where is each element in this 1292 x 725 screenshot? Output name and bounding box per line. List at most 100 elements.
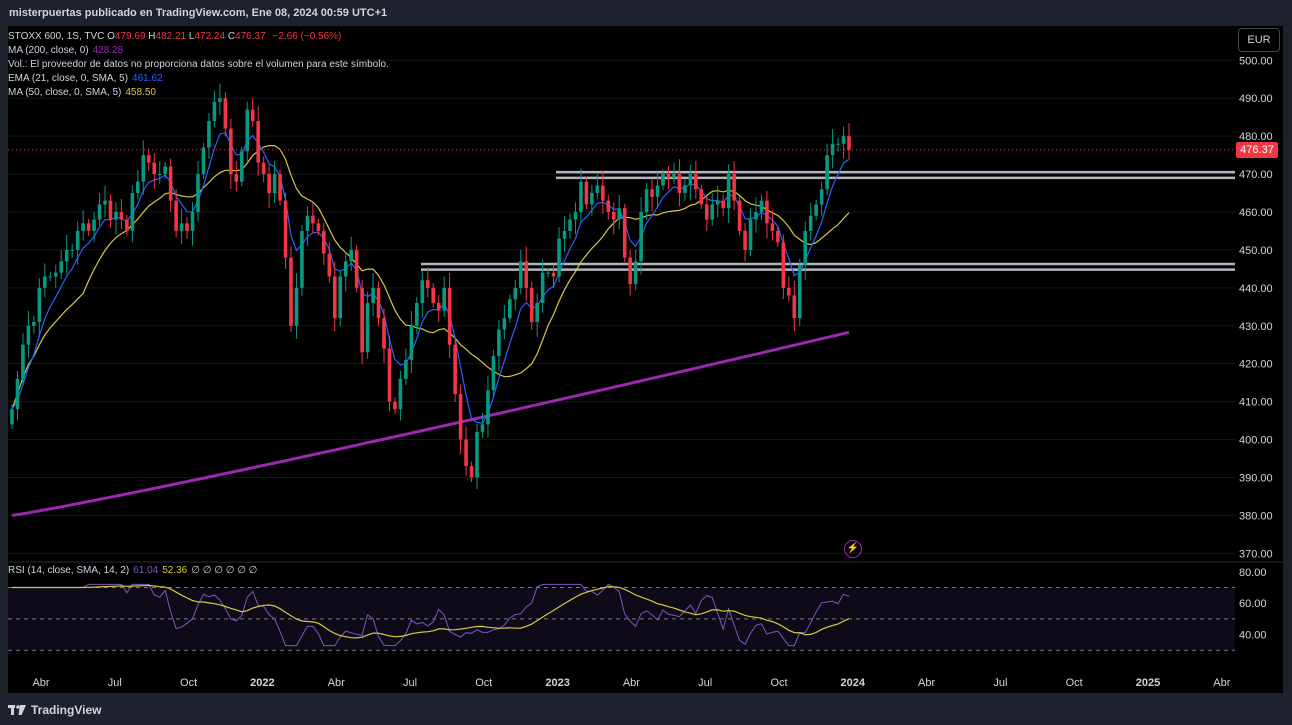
- candle-body: [32, 321, 36, 326]
- horizontal-levels: [421, 170, 1235, 271]
- footer-branding[interactable]: TradingView: [8, 700, 101, 720]
- candle-body: [431, 287, 436, 304]
- price-axis: 500.00 490.00 480.00 470.00 460.00 450.00 440.…: [1239, 55, 1273, 560]
- candle-body: [15, 378, 20, 410]
- candle-body: [223, 98, 228, 129]
- candle-body: [579, 181, 583, 212]
- ema21-path: [11, 131, 850, 424]
- chart-canvas[interactable]: 80.00 60.00 40.00 500.00 490.00 480.00 470.00…: [8, 26, 1283, 693]
- candle-body: [97, 204, 102, 220]
- price-tick-label: 500.00: [1239, 55, 1273, 67]
- candle-body: [508, 299, 512, 319]
- ma200-line: [11, 330, 850, 517]
- time-tick-label: Jul: [993, 677, 1007, 689]
- tradingview-logo-icon: [8, 705, 26, 715]
- legend-symbol[interactable]: STOXX 600, 1S, TVC O479.69 H482.21 L472.…: [8, 30, 341, 44]
- candle-body: [743, 230, 747, 250]
- candle-body: [190, 211, 195, 231]
- candle-body: [486, 390, 490, 425]
- candle-body: [179, 223, 184, 231]
- candle-body: [644, 189, 649, 212]
- candle-body: [146, 155, 151, 163]
- candle-body: [119, 211, 124, 220]
- time-tick-label: Oct: [1066, 677, 1083, 689]
- legend-ma200[interactable]: MA (200, close, 0) 428.28: [8, 44, 123, 58]
- price-tick-label: 490.00: [1239, 93, 1273, 105]
- candle-body: [540, 272, 545, 304]
- legend-rsi-value: 61.04: [133, 565, 159, 576]
- candle-body: [737, 200, 742, 231]
- candle-body: [141, 155, 146, 182]
- legend-ma50[interactable]: MA (50, close, 0, SMA, 5) 458.50: [8, 86, 156, 100]
- candle-body: [513, 287, 518, 300]
- candle-body: [53, 272, 58, 277]
- time-tick-label: Abr: [918, 677, 935, 689]
- candle-body: [661, 174, 665, 186]
- candle-body: [245, 109, 250, 152]
- legend-volume[interactable]: Vol.: El proveedor de datos no proporcio…: [8, 58, 389, 72]
- legend-rsi-extras: ∅ ∅ ∅ ∅ ∅ ∅: [191, 565, 258, 576]
- candle-body: [655, 185, 660, 197]
- candle-body: [125, 219, 129, 231]
- candle-body: [732, 174, 736, 201]
- candle-body: [836, 143, 840, 145]
- legend-l-label: L: [188, 31, 195, 42]
- currency-button[interactable]: EUR: [1238, 28, 1280, 52]
- candle-body: [622, 208, 627, 258]
- legend-volume-label: Vol.: El proveedor de datos no proporcio…: [8, 59, 389, 70]
- candle-body: [765, 200, 769, 224]
- time-tick-label: Abr: [623, 677, 640, 689]
- candle-body: [557, 238, 561, 277]
- legend-ema21[interactable]: EMA (21, close, 0, SMA, 5) 461.62: [8, 72, 163, 86]
- candle-body: [776, 230, 780, 243]
- candle-body: [360, 287, 364, 353]
- candle-body: [420, 280, 425, 304]
- candle-body: [212, 102, 217, 121]
- candle-body: [382, 318, 386, 349]
- rsi-pane: 80.00 60.00 40.00: [8, 561, 1283, 651]
- candle-body: [573, 211, 578, 220]
- publisher-bar: misterpuertas publicado en TradingView.c…: [0, 0, 1292, 26]
- time-tick-label: Oct: [475, 677, 492, 689]
- candle-body: [393, 401, 397, 410]
- candle-body: [568, 219, 572, 231]
- time-axis: Abr Jul Oct 2022 Abr Jul Oct 2023 Abr Jul Oct 2024 A…: [32, 677, 1230, 689]
- legend-c-label: C: [227, 31, 236, 42]
- legend-ma50-value: 458.50: [125, 87, 156, 98]
- candle-body: [283, 200, 288, 258]
- price-tick-label: 410.00: [1239, 397, 1273, 409]
- ema21-line: [11, 131, 850, 424]
- candle-body: [518, 261, 523, 288]
- price-tick-label: 440.00: [1239, 283, 1273, 295]
- rsi-band: [8, 587, 1235, 651]
- legend-ma50-label: MA (50, close, 0, SMA, 5): [8, 87, 122, 98]
- legend-rsi[interactable]: RSI (14, close, SMA, 14, 2) 61.04 52.36 ∅ ∅…: [8, 564, 257, 578]
- price-tick-label: 460.00: [1239, 207, 1273, 219]
- candle-body: [546, 272, 550, 274]
- candle-body: [770, 223, 775, 231]
- candle-body: [677, 174, 682, 194]
- candle-body: [808, 215, 813, 231]
- candle-body: [409, 325, 414, 360]
- bolt-icon[interactable]: ⚡: [844, 540, 862, 558]
- candle-body: [436, 303, 441, 311]
- publisher-text: misterpuertas publicado en TradingView.c…: [9, 7, 388, 19]
- time-tick-label: 2023: [545, 677, 569, 689]
- candle-body: [529, 287, 534, 322]
- candle-body: [196, 174, 200, 212]
- price-tick-label: 470.00: [1239, 169, 1273, 181]
- price-tick-label: 420.00: [1239, 359, 1273, 371]
- candle-body: [81, 223, 85, 231]
- candle-body: [683, 185, 687, 194]
- candle-body: [819, 189, 824, 205]
- candle-body: [294, 287, 299, 326]
- candle-body: [562, 230, 567, 239]
- candle-body: [316, 223, 321, 231]
- candle-body: [814, 204, 818, 216]
- legend-open: 479.69: [114, 31, 146, 42]
- candle-body: [185, 223, 189, 231]
- chart-panel[interactable]: 80.00 60.00 40.00 500.00 490.00 480.00 470.00…: [8, 26, 1283, 693]
- candle-body: [163, 166, 167, 175]
- candle-body: [425, 280, 430, 288]
- candle-body: [174, 200, 178, 231]
